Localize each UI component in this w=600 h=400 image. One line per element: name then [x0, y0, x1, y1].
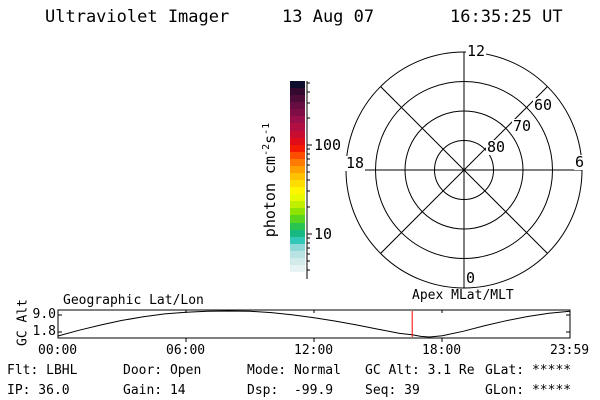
polar-plot-title: Apex MLat/MLT [412, 288, 514, 303]
colorbar-band [290, 109, 305, 117]
colorbar-band [290, 194, 305, 202]
status-dsp: Dsp: -99.9 [247, 383, 334, 398]
ytick-9: 9.0 [32, 307, 56, 322]
colorbar-band [290, 236, 305, 244]
colorbar-band [290, 250, 305, 258]
status-door: Door: Open [123, 363, 202, 378]
colorbar-band [290, 257, 305, 266]
colorbar-band [290, 173, 305, 181]
status-gain: Gain: 14 [123, 383, 186, 398]
colorbar-band [290, 88, 305, 96]
mlat-label-80: 80 [486, 138, 507, 156]
colorbar-band [290, 123, 305, 131]
status-glat: GLat: ***** [485, 363, 572, 378]
xtick-0000: 00:00 [38, 343, 78, 358]
colorbar-band [290, 116, 305, 124]
page-title: Ultraviolet Imager [45, 7, 230, 27]
colorbar-band [290, 187, 305, 195]
colorbar-band [290, 243, 305, 251]
colorbar-band [290, 81, 305, 89]
colorbar-band [290, 229, 305, 237]
colorbar-band [290, 102, 305, 110]
colorbar-band [290, 265, 305, 273]
colorbar [290, 81, 305, 280]
xtick-1800: 18:00 [422, 343, 462, 358]
status-gc-alt: GC Alt: 3.1 Re [365, 363, 475, 378]
mlt-label-12: 12 [466, 42, 487, 60]
status-flt: Flt: LBHL [7, 363, 78, 378]
colorbar-band [290, 151, 305, 159]
xtick-2359: 23:59 [550, 343, 590, 358]
status-seq: Seq: 39 [365, 383, 420, 398]
mlat-label-70: 70 [512, 117, 533, 135]
colorbar-band [290, 137, 305, 145]
time-label: 16:35:25 UT [450, 7, 563, 27]
colorbar-band [290, 208, 305, 216]
status-mode: Mode: Normal [247, 363, 341, 378]
xtick-1200: 12:00 [294, 343, 334, 358]
gc-alt-curve [57, 310, 571, 338]
colorbar-tick-10: 10 [314, 225, 333, 243]
xtick-0600: 06:00 [166, 343, 206, 358]
colorbar-band [290, 95, 305, 103]
colorbar-band [290, 201, 305, 209]
colorbar-band [290, 272, 305, 280]
timeline-title: Geographic Lat/Lon [63, 293, 204, 308]
polar-grid [345, 51, 583, 289]
mlt-label-18: 18 [345, 154, 366, 172]
colorbar-band [290, 158, 305, 166]
date-label: 13 Aug 07 [282, 7, 375, 27]
colorbar-band [290, 222, 305, 230]
mlt-label-0: 0 [465, 269, 477, 287]
colorbar-band [290, 215, 305, 223]
colorbar-band [290, 144, 305, 152]
colorbar-tick-100: 100 [314, 136, 342, 154]
colorbar-band [290, 130, 305, 138]
timeline-ticks [58, 310, 570, 342]
status-ip: IP: 36.0 [7, 383, 70, 398]
mlt-label-6: 6 [574, 153, 586, 171]
colorbar-band [290, 180, 305, 188]
polar-spoke-nw-se [380, 86, 548, 254]
colorbar-band [290, 165, 305, 174]
mlat-label-60: 60 [533, 96, 554, 114]
colorbar-axis [306, 81, 312, 279]
ytick-1-8: 1.8 [32, 324, 56, 339]
status-glon: GLon: ***** [485, 383, 572, 398]
